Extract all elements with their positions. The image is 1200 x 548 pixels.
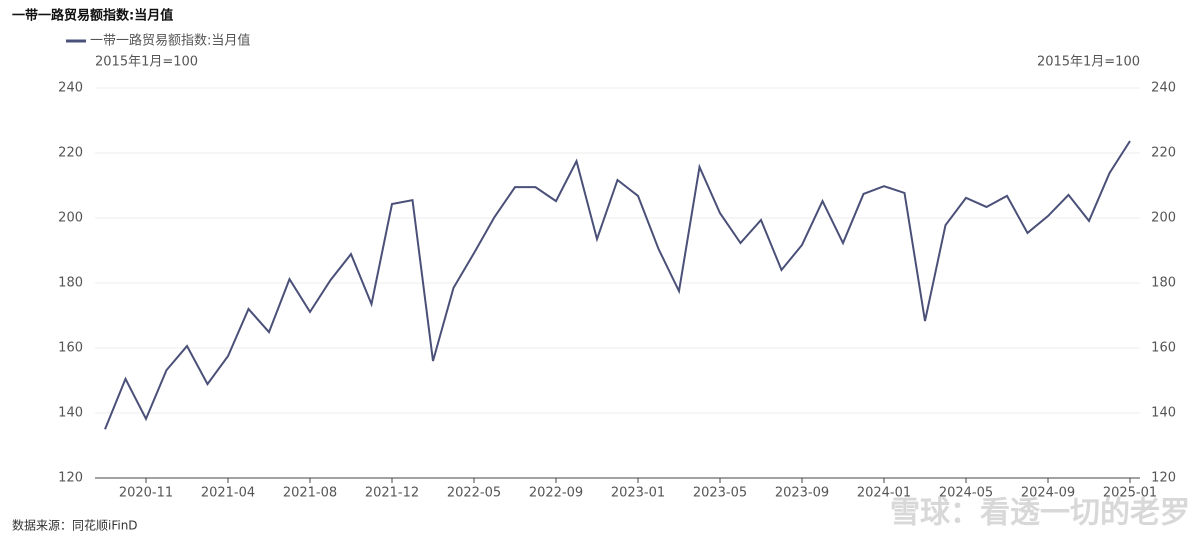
y2-tick-label: 220 xyxy=(1151,146,1176,161)
y-tick-label: 160 xyxy=(58,341,83,356)
y2-tick-label: 200 xyxy=(1151,211,1176,226)
y-tick-label: 140 xyxy=(58,406,83,421)
y-tick-label: 120 xyxy=(58,471,83,486)
y2-tick-label: 120 xyxy=(1151,471,1176,486)
y2-axis-label: 2015年1月=100 xyxy=(1037,55,1140,70)
chart-title: 一带一路贸易额指数:当月值 xyxy=(12,8,173,24)
legend-label: 一带一路贸易额指数:当月值 xyxy=(90,33,250,49)
line xyxy=(104,140,1131,430)
source: 数据来源：同花顺iFinD xyxy=(12,518,138,533)
y-tick-label: 200 xyxy=(58,211,83,226)
x-tick-label: 2020-11 xyxy=(119,486,173,501)
x-tick-label: 2024-01 xyxy=(857,486,911,501)
y-axis-label: 2015年1月=100 xyxy=(95,55,198,70)
y-tick-label: 180 xyxy=(58,276,83,291)
x-tick-label: 2021-08 xyxy=(283,486,337,501)
y-tick-label: 220 xyxy=(58,146,83,161)
x-tick-label: 2025-01 xyxy=(1103,486,1157,501)
x-tick-label: 2024-05 xyxy=(939,486,993,501)
x-tick-label: 2022-05 xyxy=(447,486,501,501)
y2-tick-label: 180 xyxy=(1151,276,1176,291)
x-tick-label: 2021-12 xyxy=(365,486,419,501)
x-tick-label: 2023-09 xyxy=(775,486,829,501)
x-tick-label: 2022-09 xyxy=(529,486,583,501)
x-tick-label: 2024-09 xyxy=(1021,486,1075,501)
y2-tick-label: 160 xyxy=(1151,341,1176,356)
x-tick-label: 2023-01 xyxy=(611,486,665,501)
watermark: 雪球：看透一切的老罗 xyxy=(890,496,1190,531)
x-tick-label: 2021-04 xyxy=(201,486,255,501)
y2-tick-label: 140 xyxy=(1151,406,1176,421)
y2-tick-label: 240 xyxy=(1151,81,1176,96)
y-tick-label: 240 xyxy=(58,81,83,96)
x-tick-label: 2023-05 xyxy=(693,486,747,501)
